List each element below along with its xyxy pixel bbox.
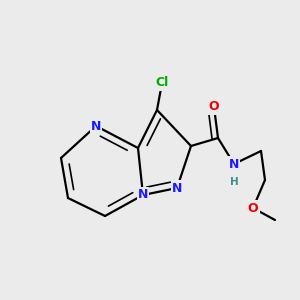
Text: O: O [209,100,219,113]
Text: N: N [138,188,148,202]
Text: N: N [172,182,182,194]
Text: O: O [248,202,258,214]
Text: Cl: Cl [155,76,169,89]
Text: H: H [230,177,238,187]
Text: N: N [91,119,101,133]
Text: N: N [229,158,239,170]
